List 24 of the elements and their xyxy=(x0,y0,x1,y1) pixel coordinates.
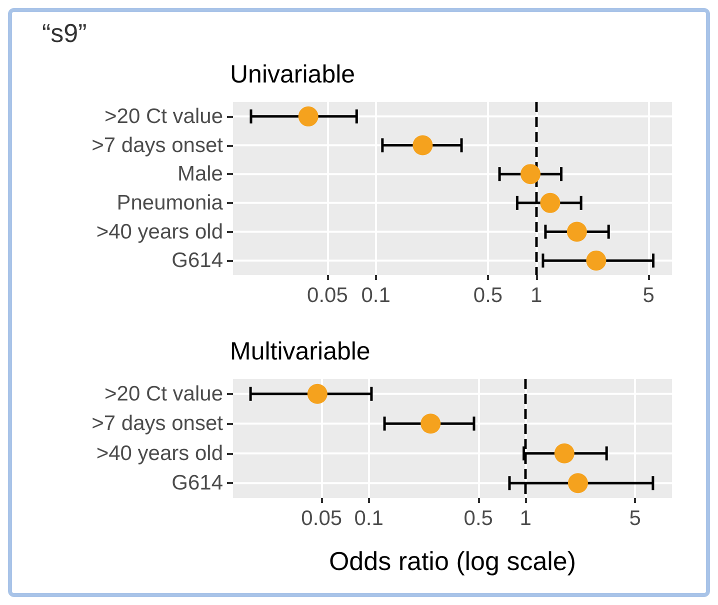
x-tick-label: 0.5 xyxy=(473,284,503,307)
chart-title: Multivariable xyxy=(230,338,370,366)
y-tick-label: Male xyxy=(177,162,223,186)
x-tick-label: 0.05 xyxy=(301,507,342,530)
x-tick-label: 0.5 xyxy=(464,507,493,530)
x-tick-label: 1 xyxy=(520,507,532,530)
x-tick-label: 0.1 xyxy=(361,284,390,307)
y-tick-label: G614 xyxy=(172,249,224,272)
x-tick-label: 0.1 xyxy=(354,507,384,530)
x-axis-title: Odds ratio (log scale) xyxy=(328,546,576,576)
y-tick-label: >40 years old xyxy=(96,220,223,244)
chart-title: Univariable xyxy=(230,60,356,88)
x-tick-label: 5 xyxy=(642,284,654,307)
y-tick-label: G614 xyxy=(172,472,224,495)
x-tick-label: 5 xyxy=(629,507,641,530)
x-tick-label: 0.05 xyxy=(307,284,348,307)
y-tick-label: Pneumonia xyxy=(116,191,224,214)
y-tick-label: >7 days onset xyxy=(92,412,224,436)
y-tick-label: >20 Ct value xyxy=(104,382,223,406)
y-tick-label: >7 days onset xyxy=(92,134,224,157)
y-tick-label: >20 Ct value xyxy=(104,104,223,128)
x-tick-label: 1 xyxy=(530,284,542,307)
y-tick-label: >40 years old xyxy=(96,442,223,465)
text: “s9” xyxy=(42,18,87,48)
